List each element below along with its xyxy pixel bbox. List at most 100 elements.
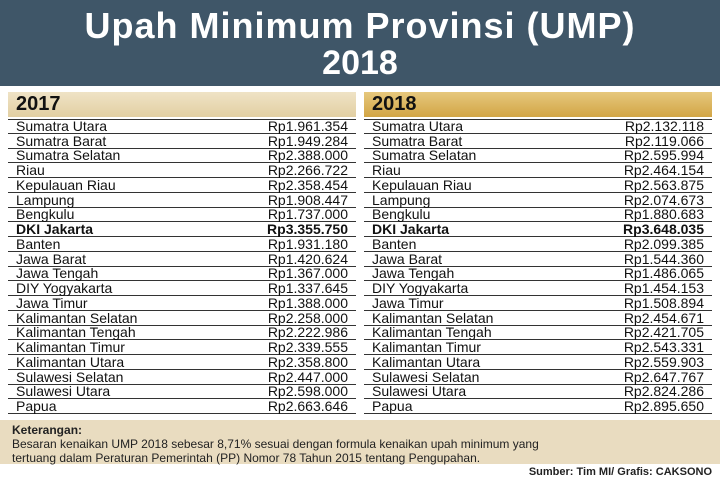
ump-value: Rp2.454.671 — [623, 309, 704, 326]
ump-value: Rp1.961.354 — [267, 118, 348, 135]
ump-value: Rp1.367.000 — [267, 265, 348, 282]
table-row: Kalimantan Selatan Rp2.258.000 — [8, 311, 356, 326]
table-row: Bengkulu Rp1.880.683 — [364, 206, 712, 223]
ump-value: Rp2.222.986 — [267, 324, 348, 341]
table-2017-rows: Sumatra Utara Rp1.961.354 Sumatra Barat Rp1… — [8, 119, 356, 414]
table-row: Kalimantan Timur Rp2.543.331 — [364, 340, 712, 355]
province-name: DKI Jakarta — [16, 221, 94, 238]
ump-value: Rp3.648.035 — [623, 221, 704, 238]
ump-value: Rp1.931.180 — [267, 235, 348, 252]
page-title: Upah Minimum Provinsi (UMP) — [84, 5, 636, 46]
table-2018-rows: Sumatra Utara Rp2.132.118 Sumatra Barat Rp2… — [364, 119, 712, 414]
table-row: Kalimantan Tengah Rp2.222.986 — [8, 324, 356, 341]
ump-value: Rp2.563.875 — [623, 176, 704, 193]
province-name: Banten — [372, 235, 417, 252]
ump-value: Rp1.508.894 — [623, 294, 704, 311]
province-name: DIY Yogyakarta — [372, 280, 469, 297]
province-name: Lampung — [16, 191, 75, 208]
ump-value: Rp2.824.286 — [623, 383, 704, 400]
province-name: Kalimantan Tengah — [16, 324, 136, 341]
province-name: Sumatra Utara — [16, 118, 108, 135]
ump-value: Rp2.595.994 — [623, 147, 704, 164]
ump-value: Rp2.266.722 — [267, 162, 348, 179]
province-name: DKI Jakarta — [372, 221, 450, 238]
table-row: Kepulauan Riau Rp2.358.454 — [8, 178, 356, 193]
ump-value: Rp1.454.153 — [623, 280, 704, 297]
table-row: Kalimantan Utara Rp2.559.903 — [364, 355, 712, 370]
ump-value: Rp1.388.000 — [267, 294, 348, 311]
province-name: Papua — [372, 398, 413, 415]
table-row: DKI Jakarta Rp3.648.035 — [364, 222, 712, 237]
ump-value: Rp2.421.705 — [623, 324, 704, 341]
province-name: Papua — [16, 398, 57, 415]
ump-value: Rp2.598.000 — [267, 383, 348, 400]
note-box: Keterangan: Besaran kenaikan UMP 2018 se… — [0, 420, 720, 465]
table-row: Jawa Barat Rp1.420.624 — [8, 252, 356, 267]
province-name: Jawa Tengah — [16, 265, 99, 282]
table-row: Sumatra Selatan Rp2.388.000 — [8, 147, 356, 164]
table-row: Kalimantan Utara Rp2.358.800 — [8, 355, 356, 370]
note-title: Keterangan: — [12, 423, 83, 437]
table-row: Papua Rp2.895.650 — [364, 399, 712, 414]
table-row: Jawa Tengah Rp1.486.065 — [364, 265, 712, 282]
province-name: Banten — [16, 235, 61, 252]
table-row: Kalimantan Timur Rp2.339.555 — [8, 340, 356, 355]
province-name: Sulawesi Selatan — [372, 368, 480, 385]
table-2018: 2018 Sumatra Utara Rp2.132.118 Sumatra Bar… — [364, 92, 712, 414]
table-row: Jawa Timur Rp1.508.894 — [364, 296, 712, 311]
ump-value: Rp1.544.360 — [623, 250, 704, 267]
table-row: Kalimantan Tengah Rp2.421.705 — [364, 324, 712, 341]
ump-value: Rp1.337.645 — [267, 280, 348, 297]
table-row: Banten Rp2.099.385 — [364, 237, 712, 252]
ump-value: Rp2.119.066 — [624, 132, 704, 149]
province-name: Riau — [372, 162, 401, 179]
ump-value: Rp2.447.000 — [267, 368, 348, 385]
ump-value: Rp2.543.331 — [623, 339, 704, 356]
ump-value: Rp1.880.683 — [623, 206, 704, 223]
ump-value: Rp2.895.650 — [623, 398, 704, 415]
ump-value: Rp1.908.447 — [267, 191, 348, 208]
province-name: DIY Yogyakarta — [16, 280, 113, 297]
table-row: DIY Yogyakarta Rp1.454.153 — [364, 281, 712, 296]
table-row: Jawa Tengah Rp1.367.000 — [8, 265, 356, 282]
table-row: Kepulauan Riau Rp2.563.875 — [364, 178, 712, 193]
province-name: Jawa Tengah — [372, 265, 455, 282]
table-row: Bengkulu Rp1.737.000 — [8, 207, 356, 223]
source-credit: Sumber: Tim MI/ Grafis: CAKSONO — [528, 466, 712, 478]
province-name: Bengkulu — [372, 206, 431, 223]
province-name: Kalimantan Tengah — [372, 324, 492, 341]
province-name: Jawa Timur — [16, 294, 88, 311]
province-name: Riau — [16, 162, 45, 179]
ump-value: Rp2.388.000 — [267, 147, 348, 164]
province-name: Sulawesi Selatan — [16, 368, 124, 385]
ump-value: Rp1.420.624 — [267, 250, 348, 267]
province-name: Jawa Barat — [16, 250, 87, 267]
table-row: Jawa Timur Rp1.388.000 — [8, 296, 356, 311]
province-name: Sulawesi Utara — [372, 383, 467, 400]
ump-value: Rp2.358.800 — [267, 353, 348, 370]
province-name: Kalimantan Timur — [16, 339, 125, 356]
province-name: Kalimantan Selatan — [16, 309, 138, 326]
ump-value: Rp2.074.673 — [623, 191, 704, 208]
ump-value: Rp2.358.454 — [267, 176, 348, 193]
table-row: Sulawesi Selatan Rp2.647.767 — [364, 370, 712, 385]
ump-value: Rp1.486.065 — [623, 265, 704, 282]
table-row: Sulawesi Utara Rp2.598.000 — [8, 383, 356, 400]
province-name: Kepulauan Riau — [16, 176, 116, 193]
table-row: Lampung Rp2.074.673 — [364, 193, 712, 208]
province-name: Sumatra Utara — [372, 118, 464, 135]
ump-value: Rp2.258.000 — [267, 309, 348, 326]
ump-value: Rp2.559.903 — [623, 353, 704, 370]
table-row: Kalimantan Selatan Rp2.454.671 — [364, 311, 712, 326]
table-row: Jawa Barat Rp1.544.360 — [364, 252, 712, 267]
ump-value: Rp2.132.118 — [624, 118, 704, 135]
province-name: Kalimantan Timur — [372, 339, 481, 356]
ump-value: Rp3.355.750 — [267, 221, 348, 238]
ump-value: Rp2.464.154 — [623, 162, 704, 179]
note-line-1: Besaran kenaikan UMP 2018 sebesar 8,71% … — [12, 437, 539, 451]
province-name: Jawa Barat — [372, 250, 443, 267]
title-banner: Upah Minimum Provinsi (UMP) 2018 — [0, 0, 720, 86]
table-row: Papua Rp2.663.646 — [8, 399, 356, 414]
table-row: DIY Yogyakarta Rp1.337.645 — [8, 281, 356, 296]
table-row: Sumatra Utara Rp1.961.354 — [8, 119, 356, 134]
